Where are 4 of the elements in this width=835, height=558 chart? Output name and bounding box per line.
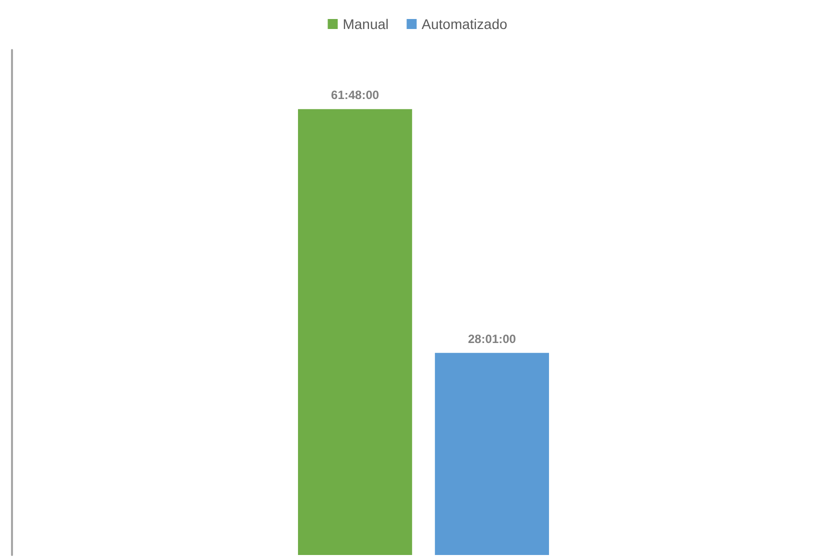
data-label: 61:48:00 — [331, 88, 380, 102]
data-label: 28:01:00 — [468, 332, 516, 346]
legend-label: Automatizado — [422, 16, 508, 32]
legend-label: Manual — [342, 16, 389, 32]
